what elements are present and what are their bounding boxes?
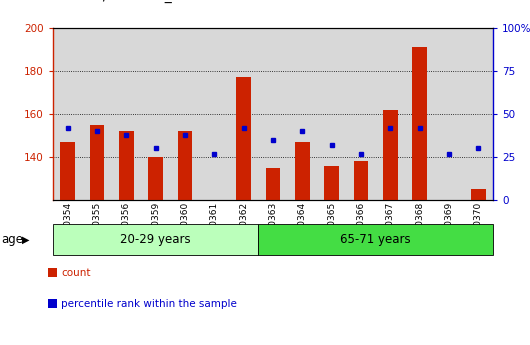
Bar [295,142,310,200]
Bar [60,142,75,200]
Bar [119,131,134,200]
Bar [258,224,493,255]
Text: 65-71 years: 65-71 years [340,233,411,246]
Bar [471,189,485,200]
Bar [90,125,104,200]
Bar [266,168,280,200]
Bar [354,161,368,200]
Bar [53,224,258,255]
Text: count: count [61,268,91,277]
Bar [324,166,339,200]
Bar [148,157,163,200]
Bar [236,77,251,200]
Text: 20-29 years: 20-29 years [120,233,191,246]
Text: percentile rank within the sample: percentile rank within the sample [61,299,237,308]
Bar [412,47,427,200]
Text: age: age [1,233,23,246]
Bar [178,131,192,200]
Text: GDS473 / 236876_at: GDS473 / 236876_at [42,0,186,3]
Text: ▶: ▶ [22,235,30,245]
Bar [383,110,398,200]
